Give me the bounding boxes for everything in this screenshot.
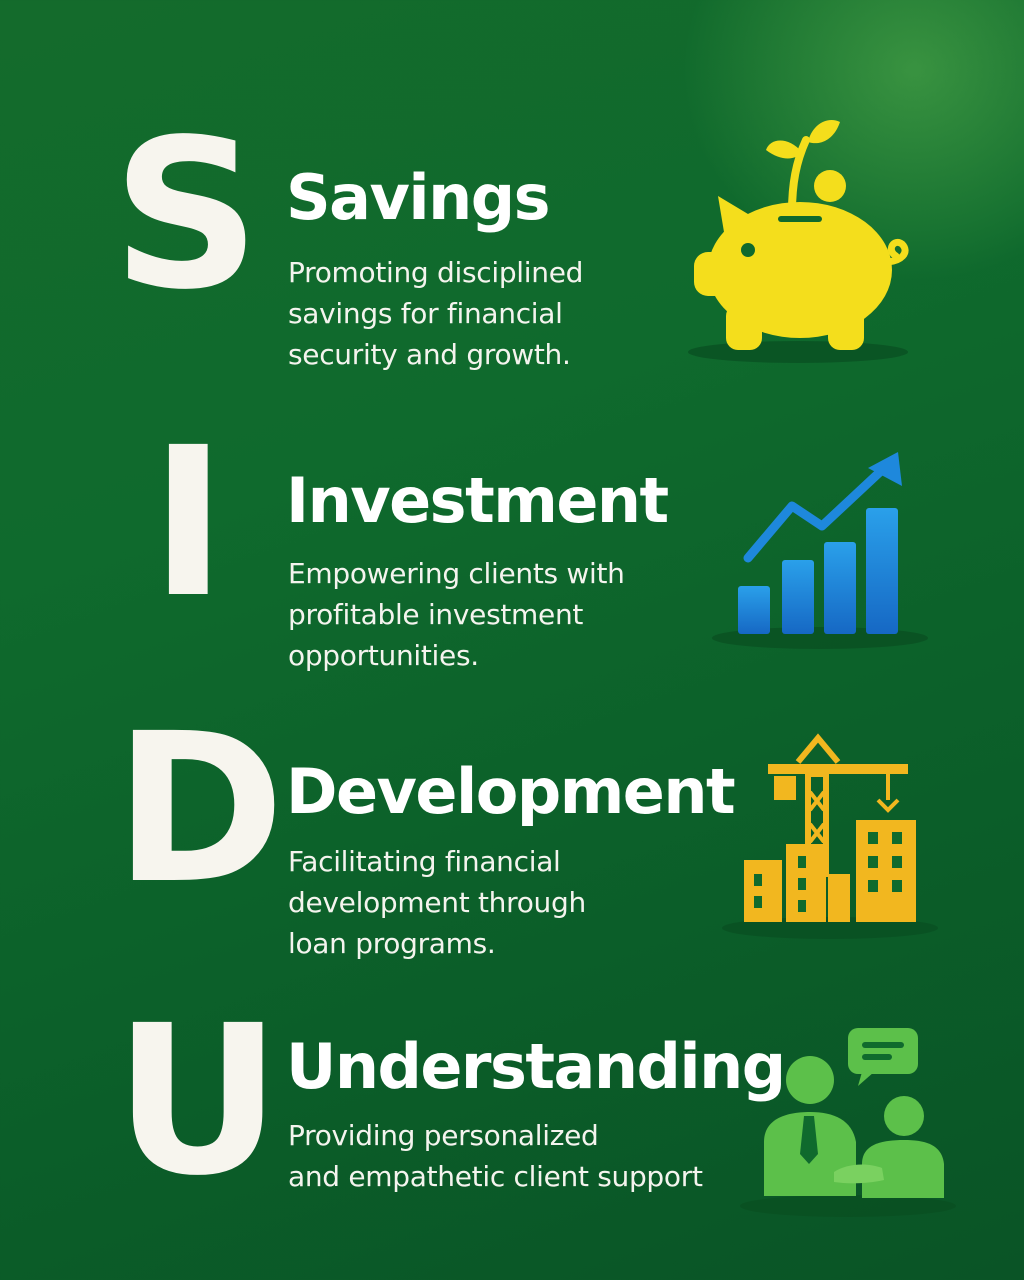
client-support-icon: [740, 1028, 956, 1217]
piggy-bank-icon: [688, 120, 909, 363]
description-line: development through: [288, 886, 586, 919]
description-line: Facilitating financial: [288, 845, 561, 878]
section-title-savings: Savings: [286, 161, 551, 234]
section-title-development: Development: [286, 755, 736, 828]
section-description-savings: Promoting disciplined savings for financ…: [288, 252, 583, 375]
growth-chart-icon: [712, 452, 928, 649]
description-line: security and growth.: [288, 338, 571, 371]
description-line: profitable investment: [288, 598, 584, 631]
section-description-understanding: Providing personalized and empathetic cl…: [288, 1115, 703, 1197]
description-line: and empathetic client support: [288, 1160, 703, 1193]
section-description-development: Facilitating financial development throu…: [288, 841, 586, 964]
section-title-understanding: Understanding: [286, 1030, 786, 1103]
description-line: opportunities.: [288, 639, 479, 672]
construction-crane-icon: [722, 733, 938, 939]
description-line: Promoting disciplined: [288, 256, 584, 289]
acronym-letter-i: I: [150, 403, 227, 643]
acronym-letter-d: D: [114, 689, 285, 929]
description-line: Empowering clients with: [288, 557, 625, 590]
description-line: Providing personalized: [288, 1119, 599, 1152]
section-description-investment: Empowering clients with profitable inves…: [288, 553, 625, 676]
section-title-investment: Investment: [286, 464, 669, 537]
description-line: loan programs.: [288, 927, 496, 960]
acronym-letter-s: S: [112, 95, 260, 335]
acronym-letter-u: U: [114, 981, 281, 1221]
description-line: savings for financial: [288, 297, 563, 330]
